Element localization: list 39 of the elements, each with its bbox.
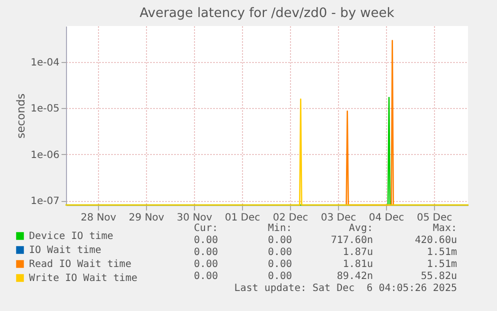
text: 420.60u <box>414 235 457 246</box>
x-tick-label: 05 Dec <box>416 212 452 224</box>
y-tick-label: 1e-04 <box>30 57 60 68</box>
text: 0.00 <box>194 259 218 270</box>
text: 0.00 <box>194 235 218 246</box>
x-tick-label: 28 Nov <box>80 212 116 224</box>
x-tick-label: 30 Nov <box>176 212 212 224</box>
legend-label: Read IO Wait time <box>29 259 132 270</box>
text: 0.00 <box>268 235 292 246</box>
text: 0.00 <box>194 247 218 258</box>
text: 0.00 <box>268 271 292 282</box>
text: 0.00 <box>268 247 292 258</box>
legend-label: Write IO Wait time <box>29 273 138 284</box>
text: Avg: <box>348 223 373 234</box>
x-tick-label: 02 Dec <box>272 212 308 224</box>
text: Last update: Sat Dec 6 04:05:26 2025 <box>234 283 457 294</box>
legend-label: IO Wait time <box>29 245 102 256</box>
text: 1.81u <box>342 259 373 270</box>
text: 1.51m <box>426 259 457 270</box>
y-tick-label: 1e-05 <box>30 104 60 115</box>
x-tick-label: 29 Nov <box>128 212 164 224</box>
text: Cur: <box>194 223 218 234</box>
legend-label: Device IO time <box>29 231 114 242</box>
text: 89.42n <box>336 271 373 282</box>
text: 0.00 <box>194 271 218 282</box>
text: 55.82u <box>420 271 457 282</box>
text: Min: <box>268 223 292 234</box>
text: 1.87u <box>342 247 373 258</box>
text: 0.00 <box>268 259 292 270</box>
y-tick-label: 1e-07 <box>30 196 60 208</box>
text: 1.51m <box>426 247 457 258</box>
x-tick-label: 04 Dec <box>368 212 404 224</box>
text: 717.60n <box>330 235 373 246</box>
x-tick-label: 03 Dec <box>320 212 356 224</box>
chart-title: Average latency for /dev/zd0 - by week <box>140 6 395 21</box>
y-tick-label: 1e-06 <box>30 150 60 161</box>
text: Max: <box>432 223 457 234</box>
x-tick-label: 01 Dec <box>224 212 260 224</box>
y-axis-title: seconds <box>14 93 28 138</box>
